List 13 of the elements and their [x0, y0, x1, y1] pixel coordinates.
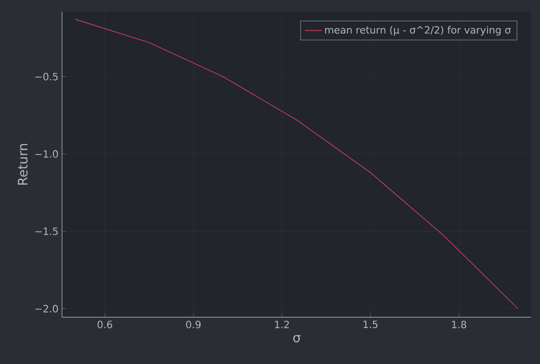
line-series — [75, 19, 518, 310]
y-tick-label: −2.0 — [35, 304, 58, 312]
legend-label: mean return (μ - σ^2/2) for varying σ — [325, 26, 511, 36]
y-tick-label: −1.0 — [35, 150, 58, 158]
x-tick-label: 1.8 — [452, 320, 466, 328]
y-tick-label: −1.5 — [35, 228, 58, 236]
y-tick-label: −0.5 — [35, 72, 58, 80]
x-tick-label: 1.2 — [275, 320, 289, 328]
x-axis-title: σ — [293, 335, 300, 342]
x-tick-label: 0.9 — [186, 320, 201, 328]
x-tick-label: 1.5 — [364, 320, 378, 328]
x-tick-label: 0.6 — [98, 320, 112, 328]
y-axis-title: Return — [18, 144, 28, 185]
